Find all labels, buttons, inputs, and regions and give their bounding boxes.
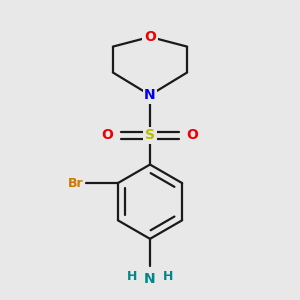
Text: H: H [127, 270, 137, 283]
Text: N: N [144, 272, 156, 286]
Text: Br: Br [68, 177, 84, 190]
Text: O: O [101, 128, 113, 142]
Text: O: O [187, 128, 199, 142]
Text: S: S [145, 128, 155, 142]
Text: N: N [144, 88, 156, 102]
Text: O: O [144, 30, 156, 44]
Text: H: H [163, 270, 173, 283]
